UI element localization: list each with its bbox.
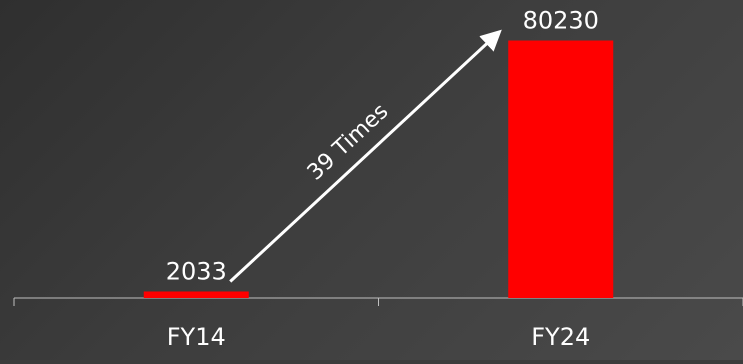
- x-tick-label: FY14: [167, 323, 226, 351]
- bar-fy14: [143, 291, 249, 298]
- bars-layer: [143, 40, 614, 299]
- data-label: 80230: [523, 7, 599, 35]
- x-tick-label: FY24: [531, 323, 590, 351]
- data-label: 2033: [166, 257, 227, 285]
- growth-arrow: [229, 29, 502, 283]
- annotation-layer: 39 Times: [229, 29, 502, 283]
- labels-layer: FY14 2033 FY24 80230: [166, 7, 599, 351]
- bar-fy24: [508, 40, 614, 299]
- axis-layer: [13, 297, 743, 306]
